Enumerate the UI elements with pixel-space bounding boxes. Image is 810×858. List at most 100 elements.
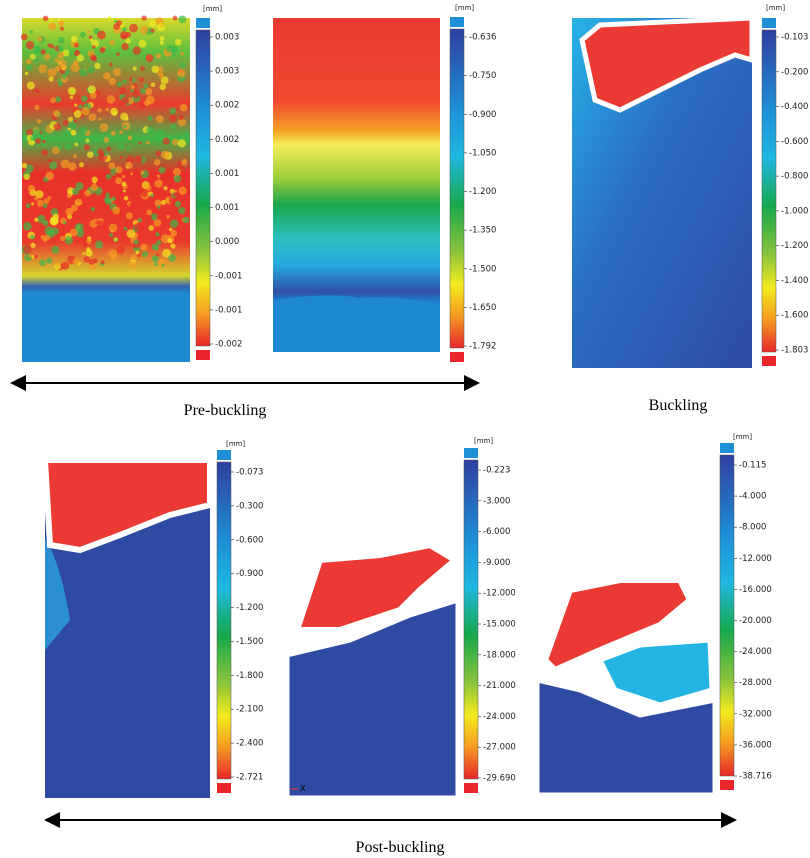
contour-speckle — [133, 239, 139, 245]
colorbar-label: -0.636 — [469, 33, 496, 43]
contour-speckle — [21, 162, 27, 169]
colorbar-cap-bottom — [217, 783, 231, 793]
contour-speckle — [154, 179, 163, 188]
colorbar-label: 0.000 — [215, 237, 239, 247]
contour-speckle — [99, 123, 109, 132]
contour-speckle — [89, 91, 97, 99]
contour-speckle — [121, 42, 129, 51]
contour-speckle — [153, 262, 158, 267]
contour-speckle — [87, 66, 95, 74]
contour-speckle — [139, 77, 144, 82]
contour-speckle — [163, 186, 168, 191]
contour-speckle — [116, 52, 120, 56]
colorbar-label: -4.000 — [739, 492, 766, 502]
contour-speckle — [48, 161, 58, 170]
contour-speckle — [27, 66, 32, 71]
contour-speckle — [127, 135, 133, 141]
contour-speckle — [74, 42, 79, 48]
contour-speckle — [145, 54, 154, 62]
contour-speckle — [137, 218, 142, 223]
contour-speckle — [177, 68, 186, 78]
contour-region — [596, 637, 715, 708]
contour-speckle — [30, 242, 36, 248]
contour-speckle — [97, 220, 106, 229]
contour-speckle — [89, 54, 97, 61]
contour-region — [292, 541, 461, 633]
contour-speckle — [61, 73, 68, 80]
contour-speckle — [70, 129, 77, 136]
contour-speckle — [43, 198, 50, 205]
contour-speckle — [123, 125, 127, 129]
contour-speckle — [172, 15, 178, 21]
contour-speckle — [43, 53, 51, 61]
contour-speckle — [94, 218, 98, 222]
contour-speckle — [55, 185, 59, 189]
colorbar-label: -1.500 — [236, 637, 263, 647]
contour-speckle — [107, 16, 112, 20]
contour-speckle — [106, 146, 112, 152]
caption: Pre-buckling — [184, 402, 267, 419]
contour-speckle — [166, 44, 174, 53]
colorbar-label: -1.792 — [469, 342, 496, 352]
colorbar-label: -28.000 — [739, 678, 772, 688]
colorbar-cap-top — [464, 448, 478, 458]
contour-speckle — [154, 199, 162, 207]
contour-speckle — [153, 159, 161, 166]
colorbar-label: -0.800 — [781, 172, 808, 182]
unit-label: [mm] — [203, 5, 222, 13]
contour-speckle — [151, 243, 159, 251]
contour-speckle — [105, 192, 111, 198]
contour-speckle — [58, 20, 64, 26]
colorbar-label: -0.115 — [739, 461, 766, 471]
contour-speckle — [129, 172, 134, 176]
contour-speckle — [88, 113, 97, 122]
contour-speckle — [79, 162, 84, 168]
contour-speckle — [115, 177, 123, 185]
colorbar-label: -20.000 — [739, 616, 772, 626]
contour-speckle — [29, 53, 36, 60]
contour-speckle — [151, 65, 159, 74]
contour-speckle — [150, 213, 158, 221]
contour-speckle — [140, 88, 147, 95]
contour-speckle — [159, 83, 167, 91]
contour-speckle — [64, 69, 70, 75]
colorbar: [mm] -0.115 -4.000 -8.000 -12.000 -16.000 -20.… — [719, 433, 772, 790]
contour-speckle — [141, 15, 147, 21]
contour-speckle — [65, 174, 75, 183]
contour-speckle — [141, 251, 148, 258]
colorbar-label: -1.200 — [236, 603, 263, 613]
contour-speckle — [42, 203, 48, 209]
contour-speckle — [115, 166, 123, 174]
contour-speckle — [119, 155, 124, 159]
contour-speckle — [78, 211, 86, 219]
contour-speckle — [155, 53, 162, 59]
colorbar-label: -12.000 — [739, 554, 772, 564]
contour-speckle — [103, 152, 108, 157]
colorbar-label: -1.050 — [469, 148, 496, 158]
contour-speckle — [145, 87, 153, 96]
colorbar-cap-bottom — [196, 350, 210, 360]
contour-speckle — [181, 159, 188, 166]
colorbar-cap-bottom — [450, 352, 464, 362]
contour-region — [541, 577, 694, 674]
contour-speckle — [70, 35, 78, 43]
contour-speckle — [60, 159, 70, 169]
contour-speckle — [173, 189, 178, 193]
contour-speckle — [114, 172, 120, 179]
unit-label: [mm] — [766, 4, 785, 12]
contour-speckle — [132, 66, 137, 71]
contour-speckle — [83, 256, 90, 263]
contour-speckle — [41, 149, 48, 156]
contour-speckle — [178, 207, 186, 215]
contour-speckle — [182, 131, 189, 137]
contour-speckle — [91, 176, 98, 183]
colorbar-body — [719, 454, 735, 777]
colorbar-label: 0.002 — [215, 135, 239, 145]
contour-speckle — [34, 88, 40, 94]
contour-speckle — [82, 252, 86, 256]
contour-speckle — [77, 167, 85, 175]
contour-speckle — [68, 162, 77, 171]
contour-speckle — [66, 193, 73, 199]
contour-speckle — [26, 58, 32, 65]
